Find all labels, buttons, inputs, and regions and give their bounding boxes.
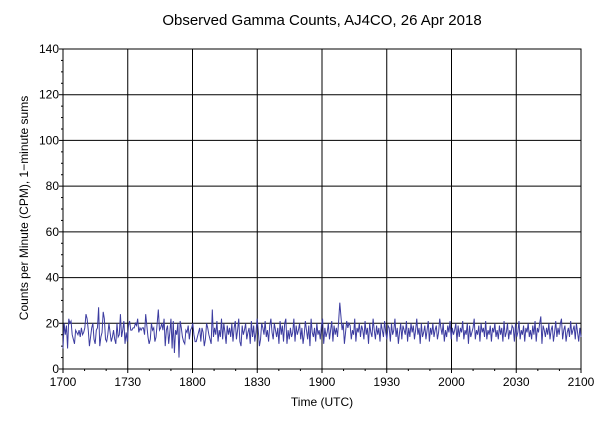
x-tick-label: 1830 [244, 375, 271, 389]
x-tick-label: 2000 [438, 375, 465, 389]
y-tick-label: 100 [39, 133, 59, 147]
y-tick-label: 0 [52, 362, 59, 376]
x-tick-label: 2030 [503, 375, 530, 389]
grid-lines [62, 48, 582, 370]
x-tick-label: 1900 [309, 375, 336, 389]
x-tick-label: 1800 [179, 375, 206, 389]
x-axis: 1700 1730 1800 1830 1900 1930 2000 2030 2100 [50, 369, 595, 389]
y-axis: 0 20 40 60 80 100 120 140 [39, 42, 63, 376]
y-tick-label: 80 [46, 179, 60, 193]
y-tick-label: 120 [39, 88, 59, 102]
y-tick-label: 20 [46, 316, 60, 330]
x-tick-label: 1930 [373, 375, 400, 389]
x-tick-label: 1730 [114, 375, 141, 389]
y-tick-label: 40 [46, 271, 60, 285]
x-tick-label: 2100 [568, 375, 595, 389]
y-axis-label: Counts per Minute (CPM), 1−minute sums [17, 96, 31, 320]
series-line [62, 302, 582, 358]
y-tick-label: 140 [39, 42, 59, 56]
x-tick-label: 1700 [50, 375, 77, 389]
y-tick-label: 60 [46, 225, 60, 239]
x-axis-label: Time (UTC) [291, 395, 353, 409]
chart-title: Observed Gamma Counts, AJ4CO, 26 Apr 201… [162, 12, 481, 29]
